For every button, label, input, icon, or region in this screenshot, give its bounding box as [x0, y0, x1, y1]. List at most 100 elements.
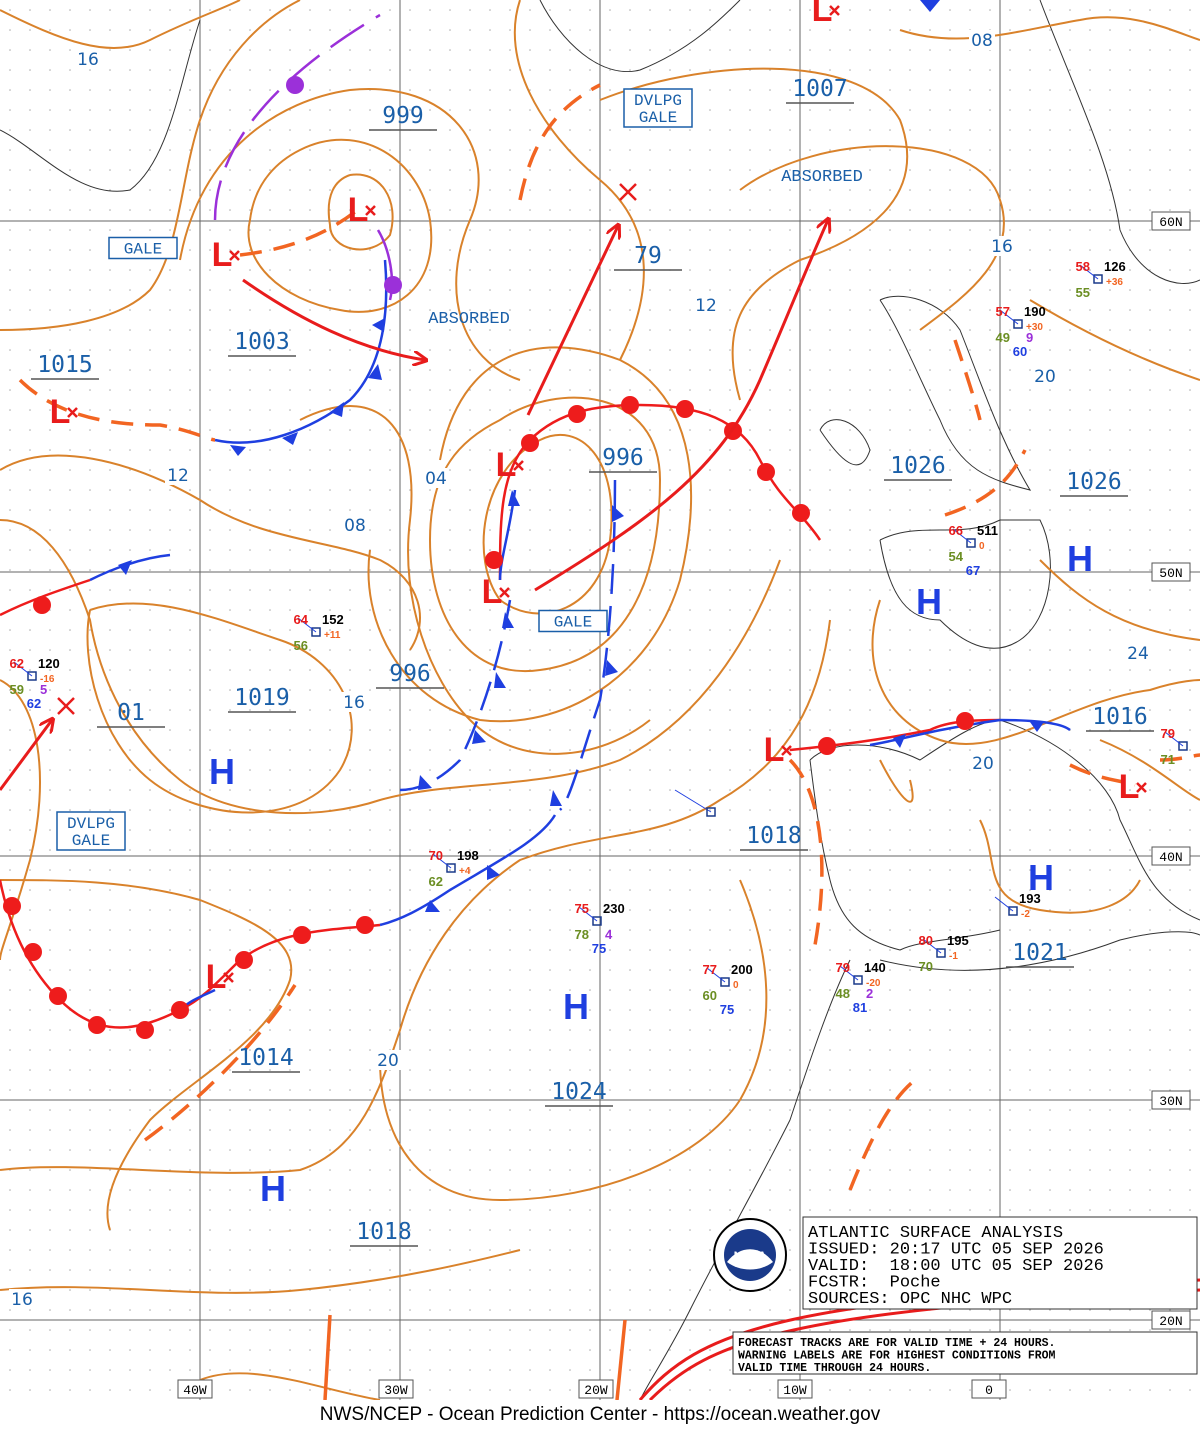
isobar-label-bg: [423, 468, 449, 488]
station-tendency: -2: [1021, 909, 1030, 920]
pressure-label: 996: [389, 661, 431, 687]
noaa-logo: [713, 1218, 787, 1292]
warning-box: [538, 609, 608, 633]
station-temp: 58: [1076, 259, 1090, 274]
high-center: H: [1028, 857, 1054, 898]
warning-label: GALE: [72, 832, 110, 850]
isobar-label-bg: [165, 465, 191, 485]
pressure-label: 1003: [234, 329, 289, 355]
station-marker: [592, 916, 602, 926]
station-temp: 77: [703, 962, 717, 977]
station-dewpoint: 54: [949, 549, 964, 564]
low-center: L: [482, 573, 503, 611]
isobar-label: 08: [971, 31, 993, 51]
wind-barb: [1164, 731, 1184, 747]
pressure-label: 1024: [551, 1079, 606, 1105]
pressure-label: 1019: [234, 685, 289, 711]
station-wave: 2: [866, 986, 873, 1001]
high-center: H: [260, 1168, 286, 1209]
title-line: SOURCES: OPC NHC WPC: [808, 1290, 1012, 1309]
lon-label: 40W: [183, 1383, 207, 1398]
lon-label-box: [578, 1379, 614, 1399]
warning-label: DVLPG: [67, 815, 115, 833]
note-line: WARNING LABELS ARE FOR HIGHEST CONDITION…: [738, 1350, 1056, 1363]
station-marker: [1178, 741, 1188, 751]
station-sst: 62: [27, 696, 41, 711]
low-x: [829, 5, 840, 16]
station-tendency: 0: [733, 980, 739, 991]
note-line: VALID TIME THROUGH 24 HOURS.: [738, 1362, 931, 1375]
wind-barb: [994, 896, 1014, 912]
title-line: VALID: 18:00 UTC 05 SEP 2026: [808, 1257, 1104, 1276]
high-center: H: [1067, 538, 1093, 579]
note-box: [732, 1331, 1198, 1375]
lon-label: 10W: [783, 1383, 807, 1398]
low-x: [67, 407, 78, 418]
station-marker: [1093, 274, 1103, 284]
low-x: [223, 972, 234, 983]
pressure-label: 999: [382, 103, 424, 129]
station-tendency: +30: [1026, 322, 1043, 333]
pressure-label: 1007: [792, 76, 847, 102]
station-dewpoint: 71: [1161, 752, 1175, 767]
lon-label: 20W: [584, 1383, 608, 1398]
wind-barb: [999, 309, 1019, 325]
pressure-label: 79: [634, 243, 662, 269]
high-center: H: [916, 581, 942, 622]
title-line: ISSUED: 20:17 UTC 05 SEP 2026: [808, 1241, 1104, 1260]
lat-label-box: [1151, 1090, 1191, 1110]
pressure-label: 1018: [356, 1219, 411, 1245]
lon-label-box: [971, 1379, 1007, 1399]
station-temp: 66: [949, 523, 963, 538]
isobar-label-bg: [341, 692, 367, 712]
warning-label: GALE: [639, 109, 677, 127]
isobar-label: 24: [1127, 644, 1149, 664]
station-sst: 75: [720, 1002, 734, 1017]
station-sst: 60: [1013, 344, 1027, 359]
lat-label-box: [1151, 562, 1191, 582]
station-sst: 81: [853, 1000, 867, 1015]
wind-barb: [578, 906, 598, 922]
station-tendency: +11: [324, 630, 341, 641]
low-center: L: [212, 236, 233, 274]
station-pressure: 140: [864, 960, 886, 975]
lat-label: 20N: [1159, 1314, 1182, 1329]
isobar-label: 20: [377, 1051, 399, 1071]
station-tendency: 0: [979, 541, 985, 552]
fronts: [0, 0, 1200, 1402]
wind-barb: [1079, 264, 1099, 280]
isobar-label-bg: [375, 1050, 401, 1070]
title-box: [802, 1216, 1198, 1310]
lat-label: 60N: [1159, 215, 1182, 230]
station-wave: 9: [1026, 330, 1033, 345]
station-dewpoint: 62: [429, 874, 443, 889]
station-dewpoint: 48: [836, 986, 850, 1001]
station-temp: 75: [575, 901, 589, 916]
pressure-label: 01: [117, 700, 145, 726]
station-sst: 75: [592, 941, 606, 956]
absorbed-label: ABSORBED: [428, 310, 510, 329]
pressure-label: 1018: [746, 823, 801, 849]
pressure-label: 1014: [238, 1045, 293, 1071]
logo-text: NOAA: [734, 1250, 766, 1262]
warning-box: [56, 811, 126, 851]
station-marker: [27, 671, 37, 681]
warning-box: [623, 88, 693, 128]
station-tendency: -16: [40, 674, 55, 685]
low-center: L: [50, 393, 71, 431]
station-temp: 70: [429, 848, 443, 863]
isobar-label-bg: [970, 753, 996, 773]
station-wave: 4: [605, 927, 613, 942]
low-x: [1136, 782, 1147, 793]
pressure-label: 1015: [37, 352, 92, 378]
station-dewpoint: 60: [703, 988, 717, 1003]
isobar-label: 12: [695, 296, 717, 316]
title-line: FCSTR: Poche: [808, 1274, 941, 1293]
station-dewpoint: 49: [996, 330, 1010, 345]
station-marker: [446, 863, 456, 873]
station-temp: 79: [836, 960, 850, 975]
warning-label: DVLPG: [634, 92, 682, 110]
lat-label-box: [1151, 1310, 1191, 1330]
station-temp: 80: [919, 933, 933, 948]
